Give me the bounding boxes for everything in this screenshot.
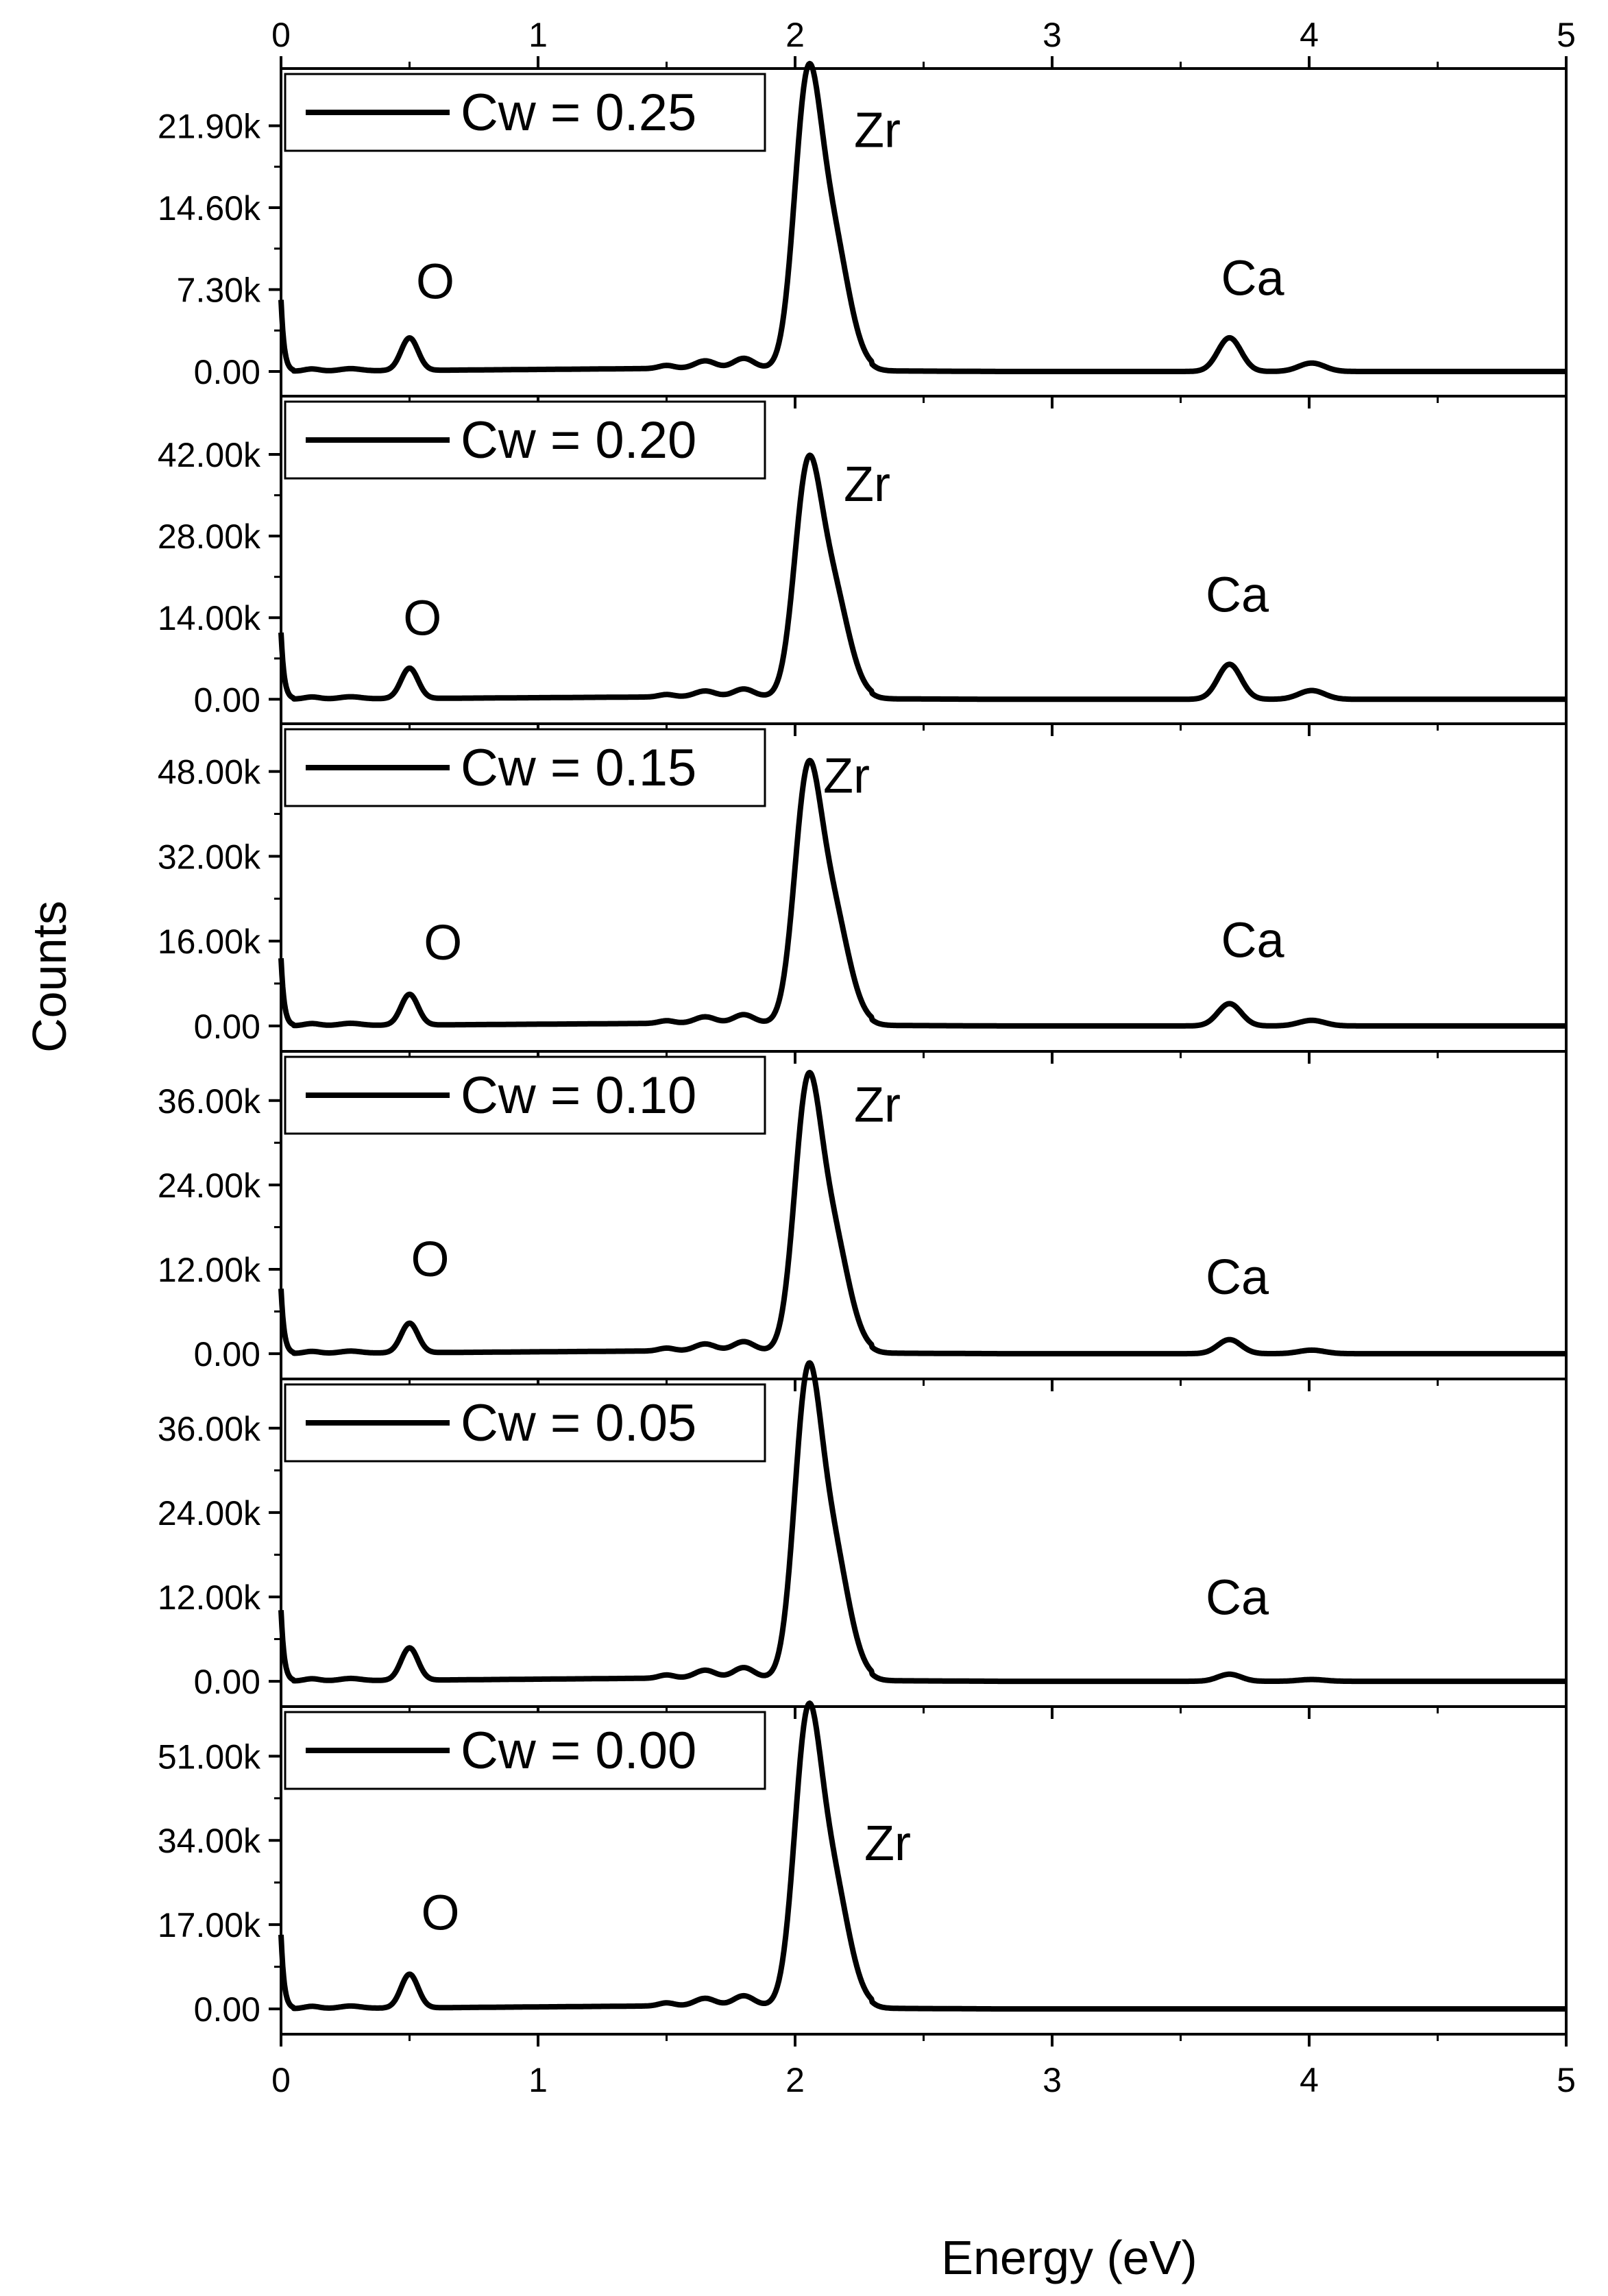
peak-label: O: [416, 255, 454, 310]
legend-label: Cw = 0.05: [461, 1394, 696, 1452]
spectrum-line: [278, 1069, 1568, 1357]
y-tick-label: 28.00k: [158, 517, 261, 556]
x-tick-label-top: 5: [1557, 16, 1576, 54]
peak-label: O: [421, 1885, 459, 1940]
peak-label: Ca: [1221, 913, 1284, 968]
y-tick-label: 0.00: [194, 1990, 260, 2029]
peak-label: O: [403, 591, 441, 646]
y-tick-label: 0.00: [194, 1663, 260, 1701]
spectrum-line: [278, 1360, 1568, 1685]
peak-label: Zr: [844, 457, 890, 512]
y-tick-label: 7.30k: [177, 271, 261, 309]
spectrum-line: [278, 757, 1568, 1029]
peak-label: Ca: [1206, 1250, 1269, 1305]
legend-label: Cw = 0.15: [461, 739, 696, 797]
x-tick-label-top: 2: [785, 16, 805, 54]
y-tick-label: 48.00k: [158, 753, 261, 792]
y-tick-label: 36.00k: [158, 1082, 261, 1121]
spectrum-line: [278, 1700, 1568, 2012]
y-tick-label: 24.00k: [158, 1167, 261, 1205]
x-axis-top: 0 1 2 3 4 5: [271, 16, 1576, 69]
x-axis-title: Energy (eV): [941, 2231, 1197, 2284]
y-tick-label: 0.00: [194, 353, 260, 391]
x-tick-label-bottom: 5: [1557, 2061, 1576, 2099]
legend-label: Cw = 0.20: [461, 411, 696, 469]
panel-3: 0.00 12.00k 24.00k 36.00k Cw = 0.10 O Zr Ca: [158, 1050, 1568, 1391]
peak-label: O: [411, 1232, 449, 1287]
y-tick-label: 0.00: [194, 681, 260, 719]
x-tick-label-bottom: 4: [1300, 2061, 1319, 2099]
peak-label: Zr: [823, 749, 870, 804]
x-tick-label-top: 0: [271, 16, 291, 54]
y-tick-label: 14.00k: [158, 599, 261, 637]
y-tick-label: 0.00: [194, 1007, 260, 1046]
y-tick-label: 24.00k: [158, 1494, 261, 1532]
spectrum-line: [278, 60, 1568, 374]
x-tick-label-top: 4: [1300, 16, 1319, 54]
y-tick-label: 42.00k: [158, 436, 261, 474]
y-tick-label: 51.00k: [158, 1737, 261, 1776]
y-tick-label: 14.60k: [158, 189, 261, 228]
x-tick-label-top: 1: [528, 16, 548, 54]
legend-label: Cw = 0.00: [461, 1722, 696, 1780]
x-tick-label-bottom: 3: [1043, 2061, 1062, 2099]
x-tick-label-bottom: 1: [528, 2061, 548, 2099]
legend-label: Cw = 0.25: [461, 84, 696, 142]
panels: 0.00 7.30k 14.60k 21.90k Cw = 0.25 O Zr Ca 0.00 1…: [158, 60, 1568, 2047]
panel-1: 0.00 14.00k 28.00k 42.00k Cw = 0.20 O Zr Ca: [158, 395, 1568, 736]
peak-label: Zr: [854, 103, 901, 158]
panel-4: 0.00 12.00k 24.00k 36.00k Cw = 0.05 Ca: [158, 1360, 1568, 1719]
panel-2: 0.00 16.00k 32.00k 48.00k Cw = 0.15 O Zr Ca: [158, 722, 1568, 1064]
peak-label: Zr: [854, 1078, 901, 1133]
y-tick-label: 12.00k: [158, 1251, 261, 1289]
x-tick-label-bottom: 2: [785, 2061, 805, 2099]
peak-label: Ca: [1206, 568, 1269, 623]
y-tick-label: 21.90k: [158, 107, 261, 145]
spectrum-line: [278, 452, 1568, 703]
x-axis-bottom: 0 1 2 3 4 5: [271, 2061, 1576, 2099]
peak-label: Ca: [1221, 252, 1284, 306]
peak-label: Ca: [1206, 1571, 1269, 1626]
y-tick-label: 32.00k: [158, 838, 261, 876]
y-tick-label: 16.00k: [158, 923, 261, 961]
panel-0: 0.00 7.30k 14.60k 21.90k Cw = 0.25 O Zr Ca: [158, 60, 1568, 408]
x-tick-label-bottom: 0: [271, 2061, 291, 2099]
y-tick-label: 0.00: [194, 1335, 260, 1373]
panel-5: 0.00 17.00k 34.00k 51.00k Cw = 0.00 O Zr: [158, 1700, 1568, 2047]
x-tick-label-top: 3: [1043, 16, 1062, 54]
y-tick-label: 12.00k: [158, 1578, 261, 1617]
y-tick-label: 34.00k: [158, 1822, 261, 1860]
y-tick-label: 17.00k: [158, 1906, 261, 1944]
peak-label: O: [424, 916, 462, 970]
y-axis-title: Counts: [23, 901, 76, 1053]
legend-label: Cw = 0.10: [461, 1066, 696, 1125]
peak-label: Zr: [864, 1816, 911, 1871]
y-tick-label: 36.00k: [158, 1410, 261, 1448]
